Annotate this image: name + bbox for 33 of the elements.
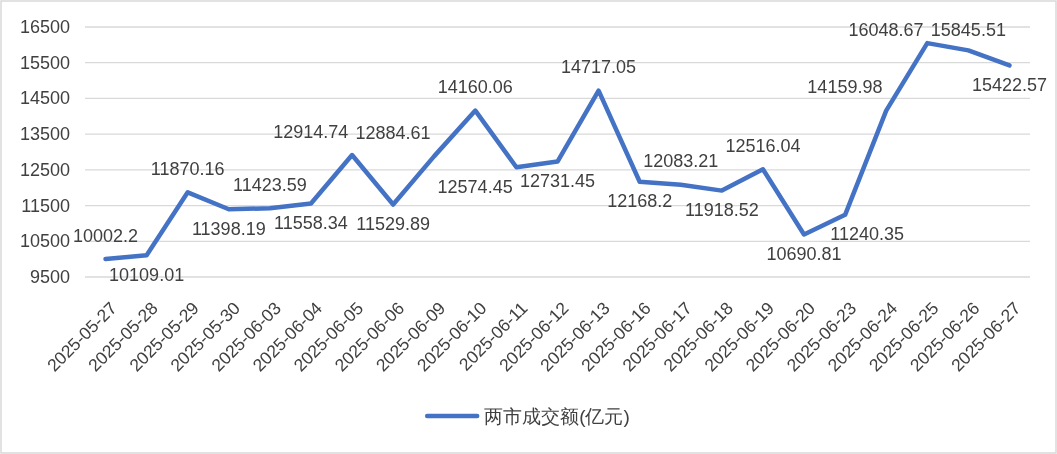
- y-tick-label: 11500: [21, 195, 70, 216]
- data-label: 11870.16: [150, 158, 225, 179]
- data-label: 11423.59: [233, 174, 307, 195]
- data-label: 10002.2: [73, 225, 139, 246]
- data-label: 14717.05: [561, 57, 637, 78]
- data-label: 11558.34: [274, 212, 348, 233]
- data-label: 15845.51: [930, 19, 1006, 40]
- data-label: 12574.45: [437, 176, 513, 197]
- data-label: 12083.21: [643, 151, 719, 172]
- data-label: 16048.67: [848, 19, 924, 40]
- data-label: 10690.81: [766, 243, 842, 264]
- data-label: 15422.57: [971, 74, 1047, 95]
- data-label: 12168.2: [607, 191, 673, 212]
- data-label: 12516.04: [725, 135, 801, 156]
- y-tick-label: 9500: [29, 267, 70, 287]
- y-tick-label: 15500: [19, 52, 70, 73]
- y-tick-label: 12500: [19, 159, 70, 180]
- data-label: 12914.74: [273, 121, 349, 142]
- data-label: 11398.19: [191, 218, 266, 239]
- data-label: 14159.98: [807, 77, 883, 98]
- y-tick-label: 16500: [19, 17, 70, 37]
- data-label: 11918.52: [684, 200, 759, 221]
- data-label: 11529.89: [356, 213, 431, 234]
- data-label: 11240.35: [830, 224, 905, 245]
- legend: 两市成交额(亿元): [424, 405, 630, 427]
- data-label: 12731.45: [519, 171, 596, 192]
- data-label: 12884.61: [355, 122, 431, 143]
- y-tick-label: 10500: [19, 231, 70, 252]
- data-label: 10109.01: [109, 264, 185, 285]
- y-tick-label: 14500: [19, 88, 70, 109]
- y-tick-label: 13500: [19, 124, 70, 145]
- legend-label: 两市成交额(亿元): [484, 405, 630, 427]
- data-label: 14160.06: [437, 77, 513, 98]
